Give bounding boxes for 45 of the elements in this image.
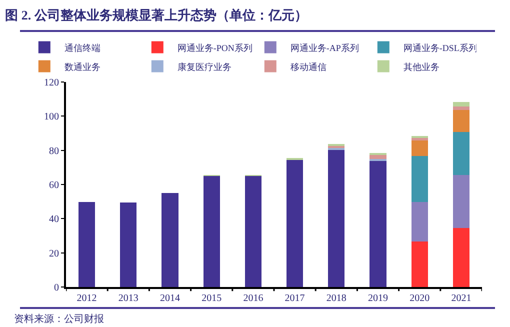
y-tick-label: 120 [44, 78, 59, 88]
bar [203, 176, 220, 287]
y-tick-label: 80 [49, 146, 59, 157]
bar [370, 152, 386, 156]
bar [411, 140, 428, 156]
x-tick-label: 2019 [368, 293, 388, 304]
bar [452, 102, 470, 106]
chart-title: 图 2. 公司整体业务规模显著上升态势（单位：亿元） [5, 8, 308, 23]
x-tick-label: 2013 [118, 293, 138, 304]
bar [120, 202, 137, 287]
bar [411, 202, 428, 242]
x-tick-label: 2016 [243, 293, 264, 304]
bar [328, 149, 345, 287]
bar [411, 156, 428, 202]
x-tick-label: 2014 [160, 293, 180, 304]
x-tick-label: 2015 [202, 293, 222, 304]
bar [411, 242, 428, 287]
y-tick-label: 40 [49, 214, 59, 226]
bar [78, 202, 96, 287]
x-tick-label: 2020 [410, 293, 430, 304]
legend-label: 其他业务 [403, 62, 440, 72]
bar [286, 159, 304, 287]
legend-label: 数通业务 [64, 62, 100, 72]
y-tick-label: 20 [49, 248, 59, 260]
x-tick-label: 2017 [284, 293, 305, 304]
bar [452, 174, 470, 228]
bar [162, 193, 178, 287]
legend-label: 网通业务-PON系列 [177, 42, 252, 53]
y-tick-label: 60 [49, 180, 59, 191]
x-tick-label: 2012 [76, 293, 97, 304]
y-tick-label: 100 [44, 112, 59, 123]
bar [452, 110, 470, 132]
text: 资料来源：公司财报 [14, 313, 104, 325]
y-tick-label: 0 [54, 282, 59, 294]
legend-label: 移动通信 [290, 62, 326, 72]
bar [452, 228, 470, 287]
bar [370, 160, 386, 287]
legend-label: 康复医疗业务 [177, 62, 232, 72]
x-tick-label: 2021 [451, 293, 472, 304]
bar [452, 132, 470, 175]
legend-label: 网通业务-AP系列 [290, 42, 359, 53]
x-tick-label: 2018 [326, 293, 346, 304]
bar [370, 155, 386, 160]
bar [244, 176, 262, 287]
legend-label: 通信终端 [64, 42, 100, 53]
